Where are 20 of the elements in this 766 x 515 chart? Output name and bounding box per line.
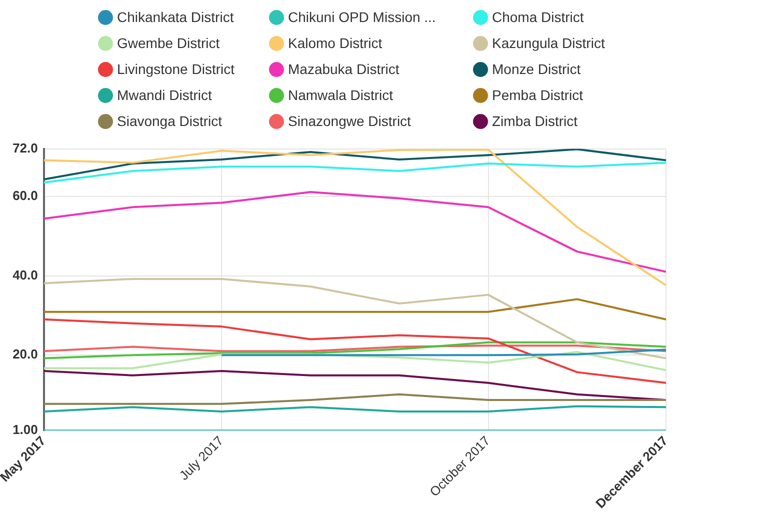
- legend-label: Namwala District: [288, 87, 394, 103]
- legend-label: Choma District: [492, 9, 584, 25]
- legend-label: Zimba District: [492, 113, 578, 129]
- legend-label: Chikuni OPD Mission ...: [288, 9, 436, 25]
- legend-label: Monze District: [492, 61, 581, 77]
- legend-label: Mazabuka District: [288, 61, 400, 77]
- y-tick-label: 72.0: [12, 140, 38, 156]
- legend-label: Kalomo District: [288, 35, 382, 51]
- y-tick-label: 60.0: [12, 188, 38, 203]
- legend-label: Pemba District: [492, 87, 584, 103]
- legend-label: Siavonga District: [117, 113, 222, 129]
- y-tick-label: 1.00: [12, 422, 38, 438]
- legend-label: Gwembe District: [117, 35, 220, 51]
- legend-label: Mwandi District: [117, 87, 212, 103]
- y-tick-label: 40.0: [12, 267, 38, 282]
- y-tick-label: 20.0: [12, 346, 38, 362]
- legend-label: Chikankata District: [117, 9, 234, 25]
- legend-label: Kazungula District: [492, 35, 605, 51]
- legend-label: Sinazongwe District: [288, 113, 411, 129]
- legend-label: Livingstone District: [117, 61, 234, 77]
